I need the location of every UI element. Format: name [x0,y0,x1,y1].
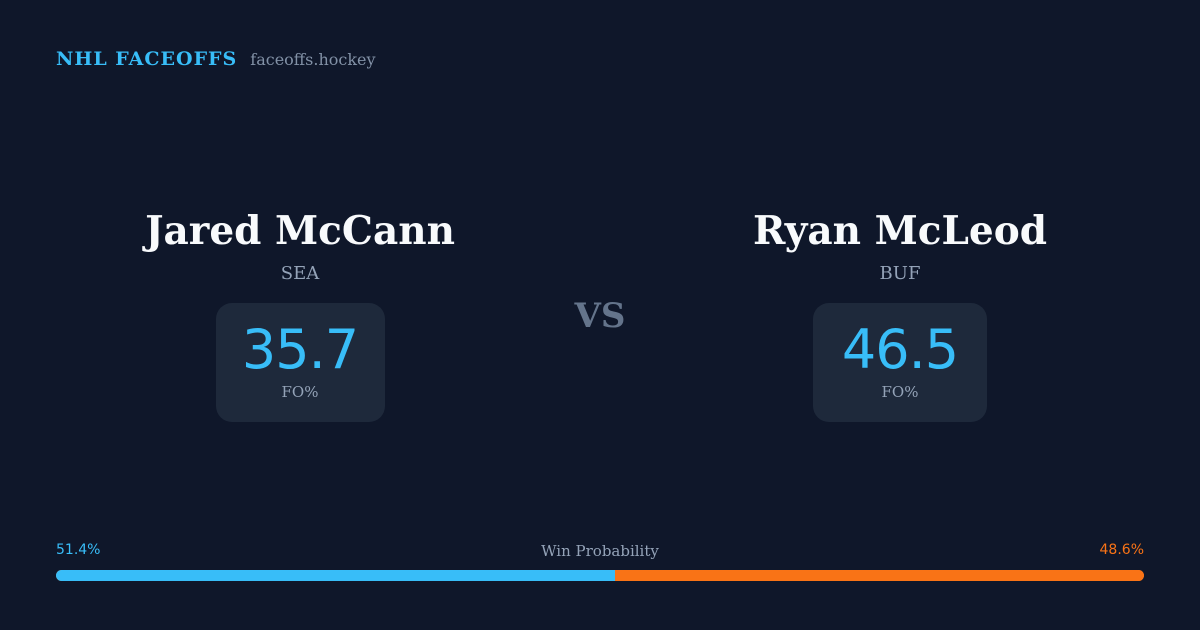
brand-header: NHL FACEOFFS faceoffs.hockey [56,48,376,70]
faceoff-stat-box: 46.5 FO% [813,303,987,422]
faceoff-stat-label: FO% [281,383,319,401]
win-probability-header: 51.4% Win Probability 48.6% [56,542,1144,564]
player-left: Jared McCann SEA 35.7 FO% [90,205,510,422]
player-team: SEA [280,263,320,284]
faceoff-percentage: 46.5 [841,318,959,381]
win-probability-fill-right [615,570,1144,581]
faceoff-stat-box: 35.7 FO% [215,303,385,422]
player-name: Jared McCann [145,208,455,254]
player-team: BUF [879,263,921,284]
win-probability-right: 48.6% [1099,542,1144,558]
brand-title: NHL FACEOFFS [56,48,238,70]
player-right: Ryan McLeod BUF 46.5 FO% [690,205,1110,422]
win-probability-title: Win Probability [541,542,659,560]
win-probability-fill-left [56,570,616,581]
player-name: Ryan McLeod [752,208,1048,254]
faceoff-percentage: 35.7 [241,318,359,381]
faceoff-stat-label: FO% [881,383,919,401]
vs-label: VS [574,296,626,336]
win-probability-left: 51.4% [56,542,101,558]
brand-site: faceoffs.hockey [250,50,376,69]
win-probability-bar [56,570,1144,581]
